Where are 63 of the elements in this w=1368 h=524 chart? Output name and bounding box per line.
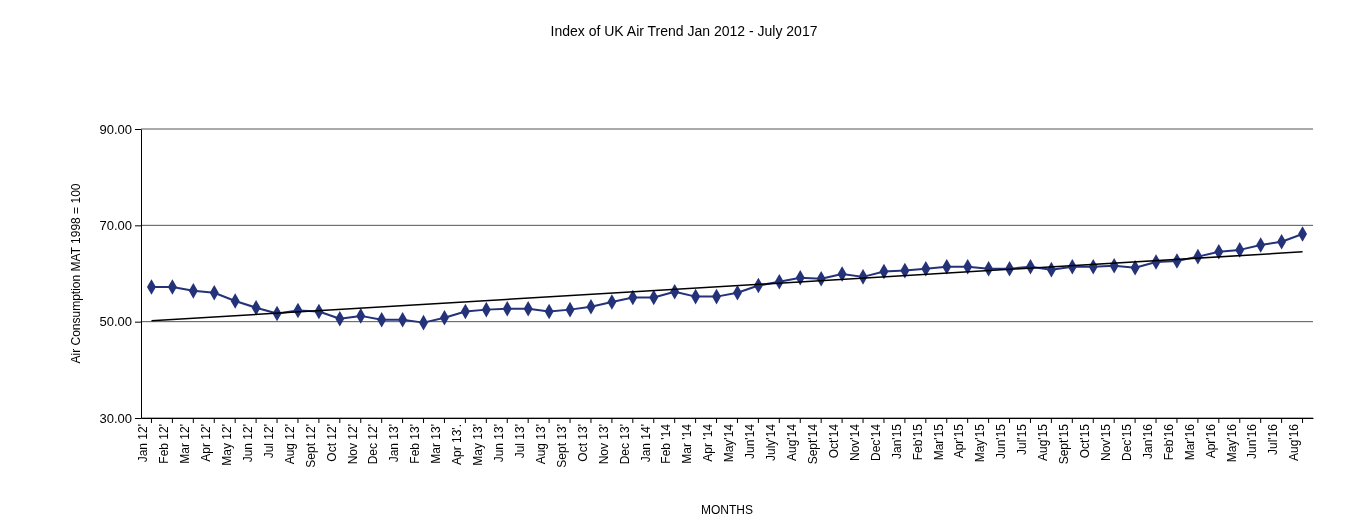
- x-tick-label: Oct 13': [575, 424, 590, 462]
- x-tick-label: Nov'14: [847, 423, 862, 461]
- x-tick-label: Feb '14: [659, 423, 674, 464]
- x-tick-label: May 13': [471, 424, 486, 466]
- x-tick-label: Jan 13': [387, 424, 402, 463]
- x-tick-label: Jul'15: [1015, 423, 1030, 455]
- x-tick-label: Oct'14: [826, 423, 841, 459]
- x-tick-label: May'16: [1224, 423, 1239, 463]
- x-tick-label: May'15: [973, 423, 988, 463]
- x-tick-label: Sept'15: [1057, 423, 1072, 465]
- x-tick-label: Mar'15: [931, 423, 946, 461]
- x-tick-label: Dec'15: [1119, 423, 1134, 461]
- x-tick-label: Nov 12': [345, 424, 360, 465]
- x-tick-label: Aug 12': [282, 424, 297, 465]
- x-tick-label: July'14: [764, 423, 779, 461]
- x-tick-label: Jul'16: [1266, 423, 1281, 455]
- x-tick-label: Apr 12': [199, 424, 214, 462]
- x-tick-label: Apr'16: [1203, 423, 1218, 459]
- x-tick-label: Aug 13': [533, 424, 548, 465]
- x-tick-label: Nov 13': [596, 424, 611, 465]
- x-tick-label: Jun'14: [743, 423, 758, 459]
- x-tick-label: Jan 12': [136, 424, 151, 463]
- x-tick-label: Feb'15: [910, 423, 925, 461]
- x-tick-label: Dec 12': [366, 424, 381, 465]
- x-tick-label: Mar'16: [1182, 423, 1197, 461]
- x-tick-label: Jun'16: [1245, 423, 1260, 459]
- y-tick-label: 50.00: [99, 314, 132, 330]
- x-tick-label: Apr '14: [701, 423, 716, 462]
- y-tick-label: 70.00: [99, 217, 132, 233]
- x-tick-label: Mar 13': [429, 424, 444, 464]
- x-tick-label: May 12': [219, 424, 234, 466]
- x-tick-label: Feb 12': [157, 424, 172, 464]
- x-tick-label: Jan 14': [638, 424, 653, 463]
- x-tick-label: Dec 13': [617, 424, 632, 465]
- x-tick-label: Mar '14: [680, 423, 695, 464]
- x-axis-title: MONTHS: [701, 503, 753, 517]
- x-tick-label: Aug'16: [1287, 423, 1302, 461]
- y-axis-title: Air Consumption MAT 1998 = 100: [69, 183, 83, 364]
- x-tick-label: Jul 12': [261, 424, 276, 459]
- x-tick-label: Mar 12': [178, 424, 193, 464]
- x-tick-label: Sept 13': [554, 424, 569, 468]
- x-tick-label: Jul 13': [512, 424, 527, 459]
- x-tick-label: Oct'15: [1078, 423, 1093, 459]
- x-tick-label: Jun'15: [994, 423, 1009, 459]
- x-tick-label: Jun 13': [492, 424, 507, 463]
- y-tick-label: 90.00: [99, 121, 132, 137]
- x-tick-label: Aug'15: [1036, 423, 1051, 461]
- x-tick-label: Feb'16: [1161, 423, 1176, 461]
- x-tick-label: Feb 13': [408, 424, 423, 464]
- x-tick-label: Jan'15: [889, 423, 904, 459]
- x-tick-label: Jun 12': [240, 424, 255, 463]
- x-tick-label: Sept 12': [303, 424, 318, 468]
- x-tick-label: Jan'16: [1140, 423, 1155, 459]
- x-tick-label: Apr 13'.: [450, 424, 465, 465]
- x-tick-label: Apr'15: [952, 423, 967, 459]
- x-tick-label: Dec'14: [868, 423, 883, 461]
- x-tick-label: Oct 12': [324, 424, 339, 462]
- y-tick-label: 30.00: [99, 410, 132, 426]
- x-tick-label: Nov'15: [1098, 423, 1113, 461]
- x-tick-label: Sept'14: [805, 423, 820, 465]
- x-tick-label: Aug'14: [785, 423, 800, 461]
- chart-title: Index of UK Air Trend Jan 2012 - July 2017: [550, 23, 818, 39]
- x-tick-label: May'14: [722, 423, 737, 463]
